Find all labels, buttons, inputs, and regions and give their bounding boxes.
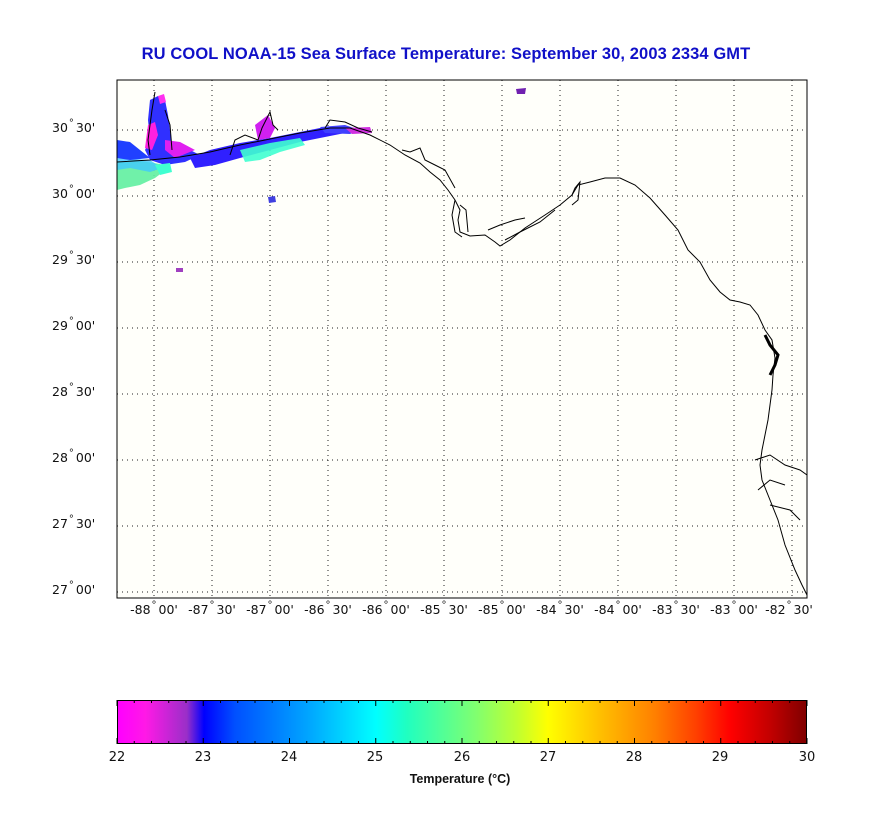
lat-label: 29° 00' [52, 316, 96, 333]
crystal-river-outline [763, 334, 780, 376]
colorbar-tick-label: 25 [366, 750, 384, 765]
lat-label: 30° 30' [52, 118, 96, 135]
lon-label: -87° 00' [246, 600, 294, 617]
lon-label: -85° 00' [478, 600, 526, 617]
sst-data-layer [117, 88, 526, 272]
colorbar-tick-label: 28 [625, 750, 643, 765]
sst-patch-magenta-3 [158, 94, 166, 104]
lon-label: -84° 30' [536, 600, 584, 617]
colorbar-tick-label: 29 [711, 750, 729, 765]
mobile-bay-outline [147, 91, 173, 156]
sst-patch-cyan-2 [155, 163, 172, 175]
lat-label: 28° 30' [52, 382, 96, 399]
lon-label: -84° 00' [594, 600, 642, 617]
gulf-coast-line [116, 127, 808, 596]
pensacola-bay-outline [229, 110, 279, 156]
apalachicola-outline [487, 209, 556, 241]
lat-label: 27° 00' [52, 580, 96, 597]
lon-label: -88° 00' [130, 600, 178, 617]
sst-patch-spot-2 [176, 268, 183, 272]
colorbar-title: Temperature (°C) [409, 772, 511, 786]
sst-patch-spot-3 [516, 88, 526, 94]
lon-label: -83° 30' [652, 600, 700, 617]
choctaw-bay-outline [324, 119, 373, 133]
sst-patch-magenta-2 [165, 140, 195, 158]
big-bend-outline [571, 180, 581, 206]
st-andrews-outline [401, 147, 456, 189]
sst-patch-spot-1 [268, 196, 276, 203]
colorbar-tick-label: 26 [453, 750, 471, 765]
colorbar [117, 700, 807, 744]
lon-label: -86° 30' [304, 600, 352, 617]
lon-label: -86° 00' [362, 600, 410, 617]
map-background [117, 80, 807, 598]
tampa-bay-outline [754, 454, 808, 521]
colorbar-tick-label: 23 [194, 750, 212, 765]
lon-label: -83° 00' [710, 600, 758, 617]
sst-patch-blue-west [117, 140, 150, 160]
coastline [116, 91, 808, 596]
colorbar-tick-label: 27 [539, 750, 557, 765]
lat-label: 28° 00' [52, 448, 96, 465]
map-frame [116, 79, 808, 599]
lat-label: 27° 30' [52, 514, 96, 531]
lat-label: 29° 30' [52, 250, 96, 267]
lon-label: -82° 30' [765, 600, 813, 617]
colorbar-tick-label: 30 [798, 750, 816, 765]
plot-title: RU COOL NOAA-15 Sea Surface Temperature:… [141, 45, 751, 63]
sst-patch-mobile-bay [145, 96, 200, 165]
lon-label: -85° 30' [420, 600, 468, 617]
sst-patch-cyan-3 [240, 138, 305, 162]
graticule [117, 80, 807, 598]
lat-label: 30° 00' [52, 184, 96, 201]
colorbar-tick-label: 24 [280, 750, 298, 765]
st-joe-outline [451, 199, 469, 238]
lon-label: -87° 30' [188, 600, 236, 617]
colorbar-tick-label: 22 [108, 750, 126, 765]
